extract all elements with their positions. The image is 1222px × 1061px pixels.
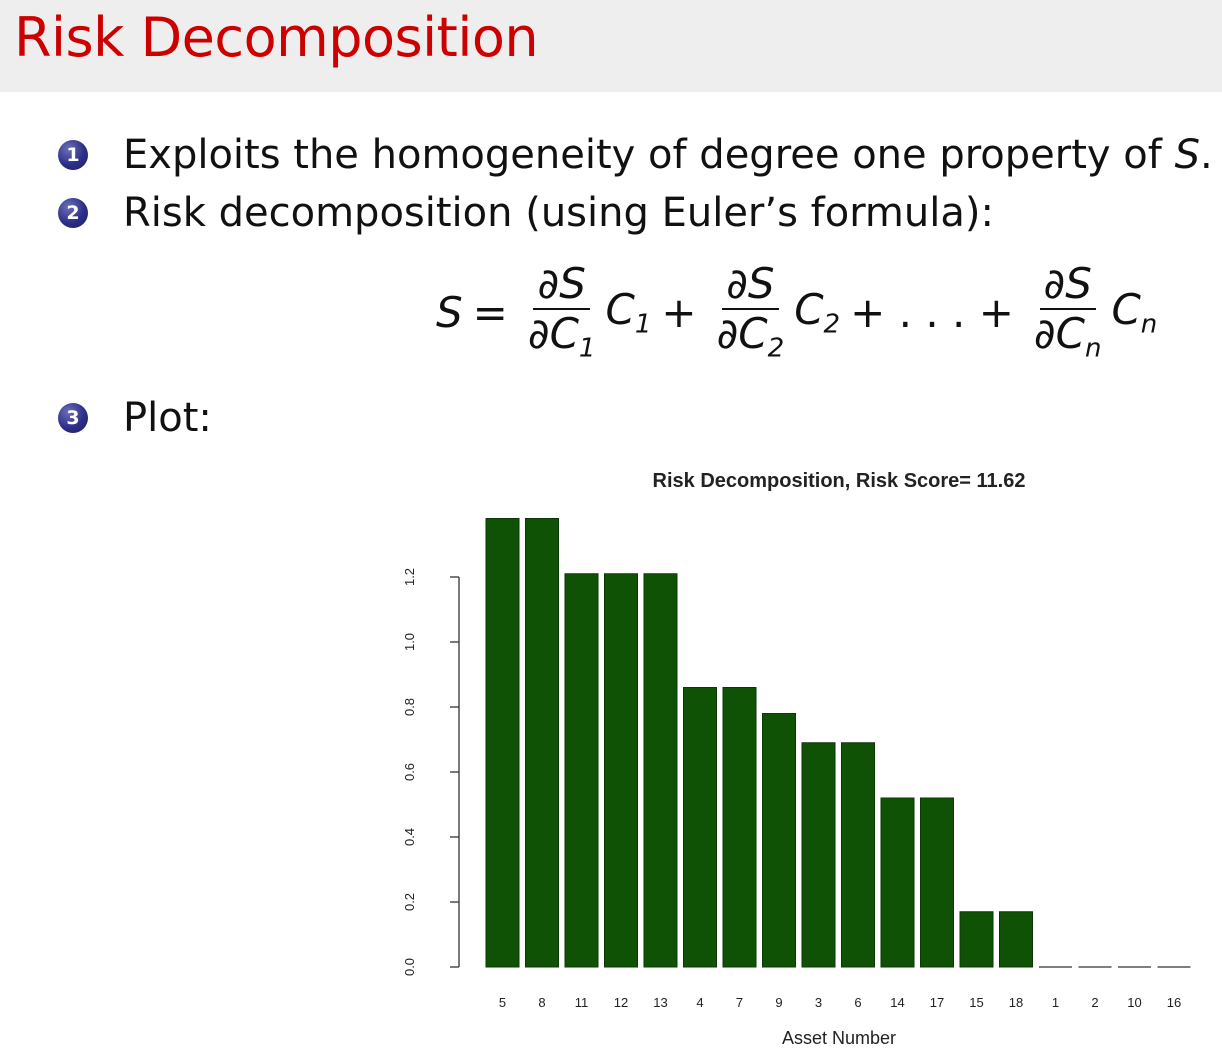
bar [920,797,954,968]
term-1-variable: C1 [605,285,652,340]
bar [722,687,757,968]
x-tick-label: 16 [1167,995,1181,1010]
bar [604,573,638,968]
bar [643,573,678,968]
fraction-n: ∂S ∂Cn [1030,261,1106,364]
fraction-1-denominator: ∂C1 [527,309,596,364]
x-tick-label: 10 [1127,995,1141,1010]
bullet-1: 1 Exploits the homogeneity of degree one… [58,132,1213,178]
bullet-number-3: 3 [58,403,88,433]
x-tick-label: 4 [696,995,703,1010]
y-tick-label: 1.2 [402,568,417,586]
bar [841,742,875,968]
x-tick-label: 18 [1009,995,1023,1010]
bullet-1-text: Exploits the homogeneity of degree one p… [123,132,1162,178]
formula-equals: = [472,287,508,337]
x-tick-label: 3 [815,995,822,1010]
x-tick-label: 11 [575,995,589,1010]
x-tick-label: 8 [538,995,545,1010]
bullet-2: 2 Risk decomposition (using Euler’s form… [58,190,994,236]
x-tick-label: 13 [653,995,667,1010]
formula-ellipsis: + . . . + [850,287,1014,337]
bar [525,518,559,968]
x-axis-label: Asset Number [782,1028,896,1048]
y-tick-label: 1.0 [402,633,417,651]
risk-decomposition-chart: Risk Decomposition, Risk Score= 11.62 0.0… [380,455,1222,1061]
slide-title: Risk Decomposition [14,6,539,69]
bar [959,911,994,968]
bar [564,573,599,968]
bar [683,687,717,968]
bar [999,911,1033,968]
bullet-number-1: 1 [58,140,88,170]
x-tick-label: 1 [1052,995,1059,1010]
x-tick-label: 2 [1091,995,1098,1010]
term-n-variable: Cn [1111,285,1158,340]
term-2-variable: C2 [794,285,841,340]
formula-lhs: S [436,287,463,337]
y-tick-label: 0.4 [402,828,417,846]
fraction-2-numerator: ∂S [722,261,779,311]
y-tick-label: 0.2 [402,893,417,911]
y-tick-label: 0.8 [402,698,417,716]
bar [880,797,915,968]
x-tick-label: 17 [930,995,944,1010]
fraction-1-numerator: ∂S [533,261,590,311]
y-tick-label: 0.6 [402,763,417,781]
formula-plus: + [661,287,697,337]
fraction-n-denominator: ∂Cn [1033,309,1102,364]
x-tick-label: 5 [499,995,506,1010]
fraction-2-denominator: ∂C2 [716,309,785,364]
chart-svg: Risk Decomposition, Risk Score= 11.62 0.0… [402,470,1191,1048]
bar [762,713,796,968]
x-tick-label: 9 [775,995,782,1010]
fraction-1: ∂S ∂C1 [524,261,600,364]
x-tick-label: 7 [736,995,743,1010]
x-tick-label: 6 [854,995,861,1010]
bullet-3: 3 Plot: [58,395,212,441]
title-bar: Risk Decomposition [0,0,1222,92]
bar [485,518,520,968]
euler-formula: S = ∂S ∂C1 C1 + ∂S ∂C2 C2 + . . . + ∂S ∂… [436,261,1158,364]
chart-title: Risk Decomposition, Risk Score= 11.62 [653,470,1026,492]
fraction-n-numerator: ∂S [1039,261,1096,311]
bar [801,742,836,968]
bullet-1-math: S [1174,132,1200,178]
x-tick-label: 12 [614,995,628,1010]
bullet-1-suffix: . [1199,132,1213,178]
bullet-3-text: Plot: [123,395,212,441]
x-tick-label: 14 [890,995,904,1010]
y-tick-label: 0.0 [402,958,417,976]
bullet-2-text: Risk decomposition (using Euler’s formul… [123,190,994,236]
fraction-2: ∂S ∂C2 [713,261,789,364]
x-tick-label: 15 [969,995,983,1010]
bullet-number-2: 2 [58,198,88,228]
